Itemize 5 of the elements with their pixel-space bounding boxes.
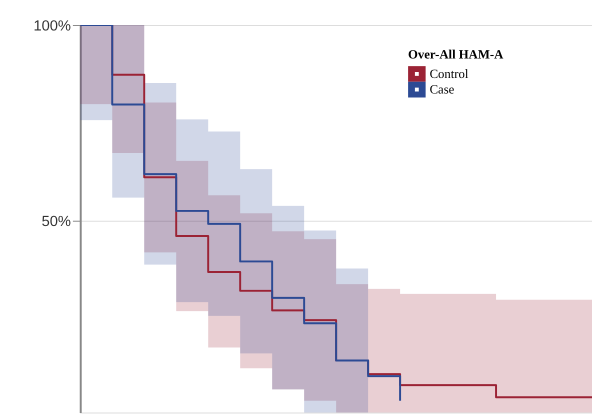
y-tick-label: 100%	[33, 18, 71, 34]
legend-label: Control	[430, 66, 469, 81]
legend-title: Over-All HAM-A	[408, 47, 504, 62]
legend-label: Case	[430, 82, 455, 97]
y-tick-label: 50%	[42, 214, 71, 230]
